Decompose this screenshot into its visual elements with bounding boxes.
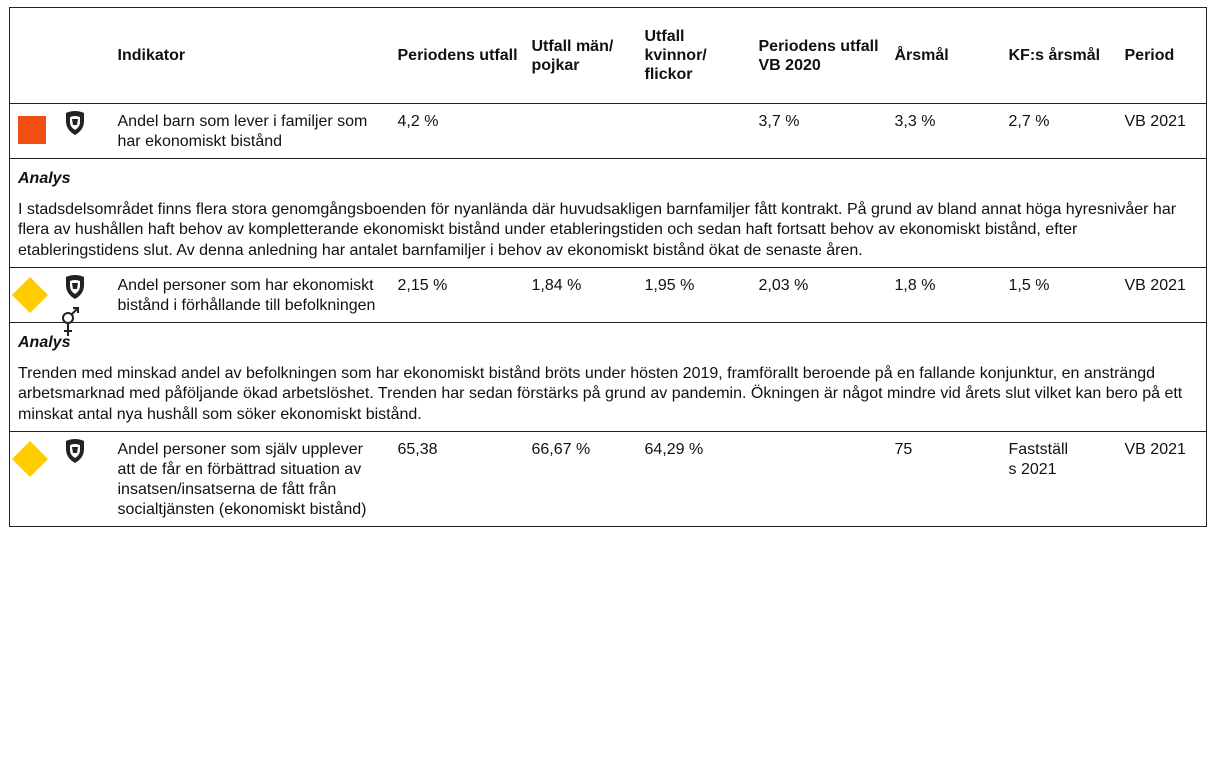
status-square [18,116,46,144]
status-icons [10,274,111,336]
table-body: Indikator Periodens utfall Utfall män/ poj… [9,8,1207,527]
analysis-row: Analys I stadsdelsområdet finns flera sto… [9,159,1207,268]
value-cell: 1,5 % [1002,268,1118,323]
header-cell: Utfall kvinnor/ flickor [644,28,707,83]
value-cell: 66,67 % [525,432,638,527]
value-text: 3,3 % [894,113,936,130]
value-cell [752,432,888,527]
value-text: 65,38 [397,441,438,458]
value-text: 4,2 % [397,113,439,130]
value-text: 2,03 % [758,277,809,294]
value-cell [525,104,638,159]
shield-icon [66,111,84,135]
shield-icon [66,275,84,299]
header-cell: Utfall män/ pojkar [531,37,614,74]
analysis-text: I stadsdelsområdet finns flera stora gen… [18,200,1177,259]
indicator-row: Andel barn som lever i familjer som har … [9,104,1207,159]
header-cell: KF:s årsmål [1008,47,1101,64]
value-text: 3,7 % [758,113,800,130]
indicator-name: Andel personer som har ekonomiskt bistån… [117,277,376,314]
value-cell: VB 2021 [1118,432,1207,527]
status-cell [10,104,111,159]
value-text: 2,7 % [1008,113,1050,130]
status-diamond [12,441,48,477]
indicator-name: Andel barn som lever i familjer som har … [117,113,368,150]
value-cell: Fastställs 2021 [1002,432,1118,527]
header-cell: Periodens utfall [397,47,518,64]
value-text: VB 2021 [1124,113,1186,130]
status-icons [10,110,111,150]
value-cell: 65,38 [391,432,525,527]
value-text: VB 2021 [1124,277,1186,294]
indicator-name: Andel personer som själv upplever att de… [117,441,367,518]
value-text: VB 2021 [1124,441,1186,458]
status-cell [10,432,111,527]
value-cell: 1,95 % [638,268,752,323]
header-cell [10,8,111,104]
value-cell: VB 2021 [1118,104,1207,159]
value-cell: 1,84 % [525,268,638,323]
value-cell: 2,15 % [391,268,525,323]
value-cell: 3,3 % [888,104,1002,159]
value-text: 64,29 % [644,441,704,458]
analysis-cell: Analys I stadsdelsområdet finns flera sto… [10,159,1207,268]
header-cell: Period [1124,47,1175,64]
value-cell: 75 [888,432,1002,527]
value-cell: 3,7 % [752,104,888,159]
status-diamond [12,277,48,313]
header-cell: Årsmål [894,47,949,64]
value-cell [638,104,752,159]
analysis-text: Trenden med minskad andel av befolkninge… [18,364,1183,423]
indicator-row: Andel personer som själv upplever att de… [9,432,1207,527]
indicator-table: Indikator Periodens utfall Utfall män/ poj… [9,7,1207,527]
value-text: Fastställs 2021 [1008,441,1069,478]
analysis-cell: Analys Trenden med minskad andel av befol… [10,323,1207,432]
value-cell: 4,2 % [391,104,525,159]
analysis-label: Analys [18,334,71,351]
value-text: 1,95 % [644,277,695,294]
gender-icon [62,307,79,336]
analysis-label: Analys [18,170,71,187]
value-text: 66,67 % [531,441,591,458]
value-cell: 2,03 % [752,268,888,323]
header-cell: Indikator [117,47,186,64]
value-cell: 64,29 % [638,432,752,527]
shield-icon [66,439,84,463]
value-text: 75 [894,441,913,458]
value-text: 1,8 % [894,277,936,294]
header-cell: Periodens utfall VB 2020 [758,37,879,74]
status-icons [10,438,111,478]
value-cell: 1,8 % [888,268,1002,323]
value-text: 1,5 % [1008,277,1050,294]
header-row: Indikator Periodens utfall Utfall män/ poj… [9,8,1207,104]
value-text: 1,84 % [531,277,582,294]
value-cell: VB 2021 [1118,268,1207,323]
analysis-row: Analys Trenden med minskad andel av befol… [9,323,1207,432]
value-cell: 2,7 % [1002,104,1118,159]
status-cell [10,268,111,336]
value-text: 2,15 % [397,277,448,294]
indicator-row: Andel personer som har ekonomiskt bistån… [9,268,1207,336]
